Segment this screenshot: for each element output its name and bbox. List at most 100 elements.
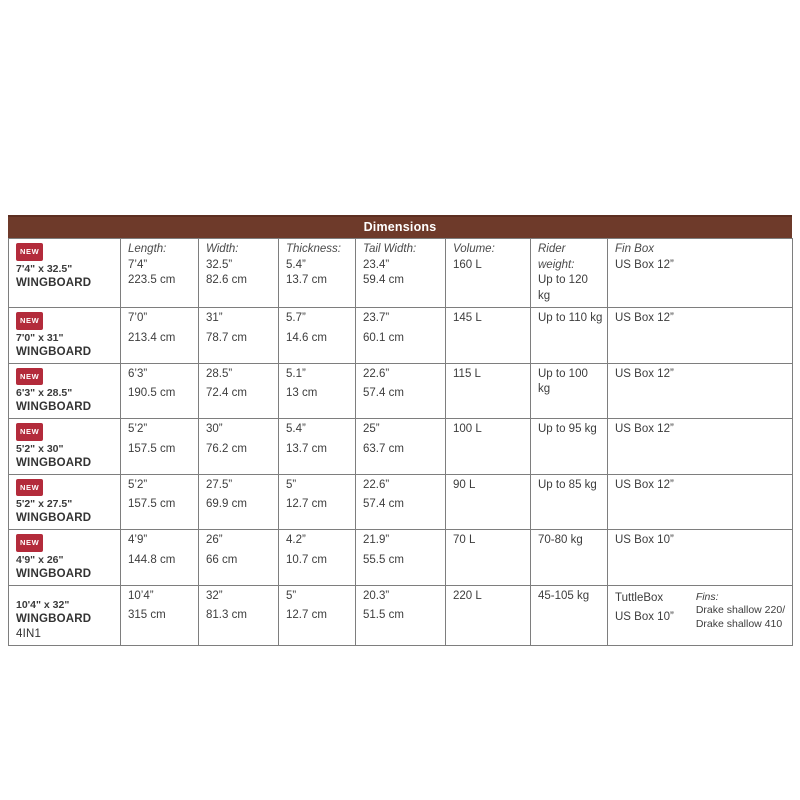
value-inches: 5.7” (286, 312, 306, 324)
value-cm: 60.1 cm (363, 331, 404, 344)
new-badge-row: NEW (16, 367, 116, 387)
board-name-cell: NEW 4'9" x 26" WINGBOARD (8, 529, 121, 586)
table-row: NEW 4'9" x 26" WINGBOARD 4’9” 144.8 cm 26” 66 … (8, 529, 793, 586)
thickness-cell: Thickness: 5.4” 13.7 cm (278, 238, 356, 308)
fin-box-value: US Box 12” (615, 423, 674, 435)
value-cm: 66 cm (206, 553, 238, 566)
value-cm: 12.7 cm (286, 609, 327, 621)
board-model-name: WINGBOARD (16, 345, 92, 358)
value-cm: 57.4 cm (363, 498, 404, 510)
fins-line: Drake shallow 410 (695, 617, 783, 630)
board-size: 10'4" x 32" (16, 598, 70, 611)
tail-width-cell: 20.3” 51.5 cm (355, 584, 446, 646)
value-inches: 5” (286, 478, 297, 491)
board-model-name: WINGBOARD (16, 612, 92, 625)
value-cm: 157.5 cm (128, 498, 176, 510)
length-cell: Length: 7’4” 223.5 cm (120, 238, 199, 308)
rider-weight-value: Up to 110 kg (538, 312, 603, 324)
table-title: Dimensions (363, 220, 437, 234)
volume-cell: 90 L (445, 473, 531, 530)
column-label: Thickness: (286, 243, 341, 255)
new-badge-row: NEW (16, 422, 116, 442)
value-inches: 10’4” (128, 589, 154, 602)
new-badge: NEW (16, 243, 44, 261)
board-model-name: WINGBOARD (16, 512, 92, 524)
board-size: 4'9" x 26" (16, 553, 64, 566)
table-row: NEW 6'3" x 28.5" WINGBOARD 6’3” 190.5 cm 28.5… (8, 362, 793, 419)
new-badge: NEW (16, 423, 44, 441)
new-badge-row: NEW (16, 311, 116, 331)
fin-box-value: US Box 12” (615, 312, 674, 324)
length-cell: 7’0” 213.4 cm (120, 307, 199, 364)
value-inches: 4’9” (128, 534, 148, 546)
volume-value: 100 L (453, 423, 482, 435)
value-inches: 5” (286, 589, 297, 602)
tail-width-cell: 21.9” 55.5 cm (355, 529, 446, 586)
fins-info: Fins: Drake shallow 220/Drake shallow 410 (696, 589, 785, 632)
value-inches: 20.3” (363, 589, 390, 602)
fin-box-cell: US Box 12” (607, 362, 793, 419)
thickness-cell: 4.2” 10.7 cm (278, 529, 356, 586)
column-label: Tail Width: (363, 243, 417, 255)
value-cm: 55.5 cm (363, 553, 404, 566)
board-name-cell: NEW 7'4" x 32.5" WINGBOARD (8, 238, 121, 308)
board-name-cell: NEW 5'2" x 30" WINGBOARD (8, 418, 121, 475)
value-inches: 32.5” (206, 258, 233, 271)
volume-cell: 115 L (445, 362, 531, 419)
value-inches: 25” (363, 423, 380, 435)
tail-width-cell: 25” 63.7 cm (355, 418, 446, 475)
board-size: 6'3" x 28.5" (16, 387, 73, 399)
board-model: WINGBOARD (16, 345, 116, 360)
column-label: Fin Box (615, 243, 654, 255)
board-name-cell: NEW 5'2" x 27.5" WINGBOARD (8, 473, 121, 530)
value-cm: 72.4 cm (206, 387, 247, 399)
value-cm: 315 cm (128, 609, 166, 621)
board-model: WINGBOARD (16, 456, 116, 471)
value-inches: 32” (206, 589, 223, 602)
value-cm: 81.3 cm (206, 609, 247, 621)
board-name-cell: NEW 6'3" x 28.5" WINGBOARD (8, 362, 121, 419)
volume-value: 90 L (453, 478, 476, 491)
fin-box-cell: US Box 12” (607, 307, 793, 364)
value-cm: 78.7 cm (206, 331, 247, 344)
column-label: Width: (206, 243, 239, 255)
new-badge: NEW (16, 534, 44, 552)
rider-weight-cell: 70-80 kg (530, 529, 608, 586)
board-model-suffix: 4IN1 (16, 627, 42, 640)
board-model: WINGBOARD (16, 276, 116, 291)
board-size: 7'4" x 32.5" (16, 262, 73, 275)
spec-table: NEW 7'4" x 32.5" WINGBOARD Length: 7’4” 223.5… (8, 238, 793, 646)
rider-weight-value: Up to 100 kg (538, 367, 588, 396)
board-size: 5'2" x 27.5" (16, 498, 73, 510)
rider-weight-value: Up to 95 kg (538, 423, 597, 435)
width-cell: 27.5” 69.9 cm (198, 473, 279, 530)
new-badge-row: NEW (16, 533, 116, 553)
fin-box-content: TuttleBox US Box 10” Fins: Drake shallow 22… (615, 589, 788, 632)
fin-box-cell: US Box 12” (607, 418, 793, 475)
value-inches: 4.2” (286, 534, 306, 546)
rider-weight-cell: Up to 110 kg (530, 307, 608, 364)
fin-box-cell: US Box 10” (607, 529, 793, 586)
column-label: Rider weight: (538, 243, 575, 271)
thickness-cell: 5” 12.7 cm (278, 473, 356, 530)
value-cm: 57.4 cm (363, 387, 404, 399)
thickness-cell: 5.7” 14.6 cm (278, 307, 356, 364)
board-model: WINGBOARD 4IN1 (16, 612, 116, 642)
width-cell: 26” 66 cm (198, 529, 279, 586)
value-inches: 23.7” (363, 312, 390, 324)
value-inches: 27.5” (206, 478, 233, 491)
value-inches: 28.5” (206, 367, 233, 380)
rider-weight-value: Up to 120 kg (538, 274, 588, 302)
value-inches: 31” (206, 312, 223, 324)
value-cm: 14.6 cm (286, 331, 327, 344)
value-cm: 13.7 cm (286, 442, 327, 455)
table-row: NEW 5'2" x 27.5" WINGBOARD 5’2” 157.5 cm 27.5… (8, 473, 793, 530)
value-cm: 144.8 cm (128, 553, 176, 566)
table-row: NEW 5'2" x 30" WINGBOARD 5’2” 157.5 cm 30” 76.… (8, 418, 793, 475)
volume-value: 70 L (453, 534, 476, 546)
board-model-name: WINGBOARD (16, 401, 92, 413)
value-cm: 13.7 cm (286, 274, 327, 286)
rider-weight-value: 45-105 kg (538, 589, 590, 602)
value-inches: 30” (206, 423, 223, 435)
tail-width-cell: 22.6” 57.4 cm (355, 473, 446, 530)
